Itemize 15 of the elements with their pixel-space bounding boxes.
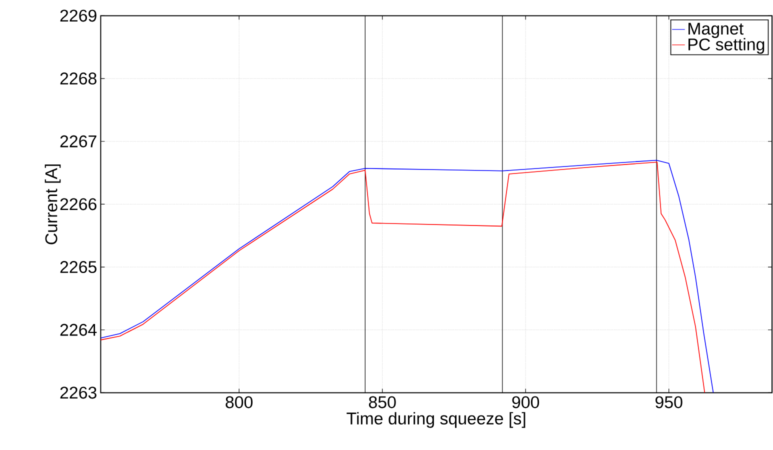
y-tick-label: 2268 bbox=[60, 72, 96, 85]
y-tick-label: 2265 bbox=[60, 261, 96, 274]
y-tick-label: 2266 bbox=[60, 198, 96, 210]
x-tick-label: 950 bbox=[656, 396, 682, 408]
y-tick-label: 2269 bbox=[60, 10, 96, 22]
x-tick-label: 900 bbox=[512, 396, 540, 408]
y-tick-label: 2263 bbox=[60, 386, 96, 399]
x-tick-label: 800 bbox=[226, 396, 253, 408]
x-tick-label: 850 bbox=[368, 396, 396, 408]
x-axis-title: Time during squeeze [s] bbox=[346, 412, 526, 428]
y-tick-label: 2267 bbox=[60, 135, 96, 148]
y-axis-title: Current [A] bbox=[44, 164, 61, 244]
legend-label: PC setting bbox=[688, 38, 764, 54]
legend-label: Magnet bbox=[688, 22, 744, 38]
y-tick-label: 2264 bbox=[60, 324, 97, 336]
